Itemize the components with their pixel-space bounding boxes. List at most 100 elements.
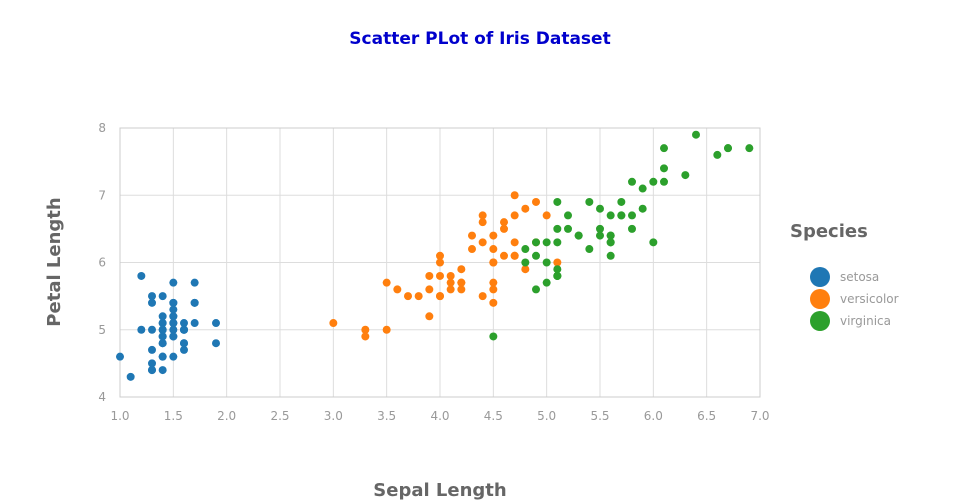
y-tick-label: 8 <box>98 121 106 135</box>
data-point-virginica <box>660 177 668 186</box>
data-point-setosa <box>158 366 167 375</box>
data-point-virginica <box>692 130 700 139</box>
data-point-versicolor <box>489 245 498 254</box>
chart-title: Scatter PLot of Iris Dataset <box>349 29 610 49</box>
y-axis-title: Petal Length <box>44 197 65 326</box>
data-point-virginica <box>628 211 636 220</box>
data-point-versicolor <box>446 271 455 280</box>
data-point-virginica <box>713 150 722 159</box>
data-point-setosa <box>158 325 167 334</box>
data-point-virginica <box>724 144 732 153</box>
data-point-versicolor <box>425 271 434 280</box>
data-point-versicolor <box>510 238 519 247</box>
data-point-virginica <box>596 224 604 233</box>
data-point-versicolor <box>489 231 498 240</box>
data-point-virginica <box>553 271 562 280</box>
data-point-virginica <box>585 197 594 206</box>
data-point-virginica <box>489 332 498 341</box>
data-point-versicolor <box>478 211 487 220</box>
data-point-versicolor <box>542 211 551 220</box>
data-point-setosa <box>137 325 146 334</box>
data-point-versicolor <box>414 292 423 301</box>
data-point-versicolor <box>393 285 402 294</box>
legend-label-setosa: setosa <box>840 270 879 284</box>
data-point-virginica <box>745 144 754 153</box>
data-point-versicolor <box>532 197 540 206</box>
data-point-setosa <box>158 292 167 301</box>
data-point-virginica <box>521 258 530 267</box>
data-point-virginica <box>660 144 668 153</box>
data-point-versicolor <box>436 251 444 260</box>
data-point-setosa <box>169 325 178 334</box>
legend-marker-versicolor <box>810 289 830 309</box>
data-point-setosa <box>137 271 146 280</box>
data-point-versicolor <box>468 231 476 240</box>
data-points <box>116 130 754 381</box>
data-point-setosa <box>180 319 188 328</box>
data-point-versicolor <box>500 218 508 227</box>
x-tick-label: 7.0 <box>750 409 769 423</box>
data-point-virginica <box>553 238 562 247</box>
data-point-setosa <box>212 319 220 328</box>
data-point-setosa <box>190 319 199 328</box>
x-axis-ticks: 1.0 1.5 2.0 2.5 3.0 3.5 4.0 4.5 5.0 5.5 6.0 6.5 7.0 <box>110 409 769 423</box>
legend-marker-setosa <box>810 267 830 287</box>
y-tick-label: 5 <box>98 323 106 337</box>
legend-label-versicolor: versicolor <box>840 292 899 306</box>
data-point-versicolor <box>457 285 466 294</box>
data-point-versicolor <box>436 271 444 280</box>
data-point-versicolor <box>489 278 498 287</box>
data-point-setosa <box>169 278 178 287</box>
data-point-versicolor <box>521 265 530 274</box>
data-point-virginica <box>617 211 626 220</box>
data-point-versicolor <box>510 191 519 200</box>
data-point-versicolor <box>500 224 508 233</box>
data-point-setosa <box>158 352 167 361</box>
data-point-setosa <box>148 366 156 375</box>
y-tick-label: 4 <box>98 390 106 404</box>
plot-border <box>119 127 761 398</box>
y-tick-label: 6 <box>98 256 106 270</box>
legend: setosa versicolor virginica <box>810 267 899 331</box>
data-point-virginica <box>542 238 551 247</box>
data-point-versicolor <box>382 325 391 334</box>
x-tick-label: 6.0 <box>644 409 663 423</box>
legend-label-virginica: virginica <box>840 314 891 328</box>
x-tick-label: 1.0 <box>110 409 129 423</box>
data-point-setosa <box>169 298 178 307</box>
data-point-virginica <box>596 231 604 240</box>
data-point-setosa <box>158 332 167 341</box>
data-point-versicolor <box>489 285 498 294</box>
data-point-virginica <box>532 251 540 260</box>
data-point-virginica <box>606 251 615 260</box>
x-tick-label: 1.5 <box>164 409 183 423</box>
data-point-setosa <box>180 345 188 354</box>
data-point-virginica <box>649 177 658 186</box>
data-point-versicolor <box>457 265 466 274</box>
data-point-versicolor <box>361 325 370 334</box>
x-tick-label: 2.5 <box>270 409 289 423</box>
data-point-virginica <box>660 164 668 173</box>
data-point-virginica <box>542 278 551 287</box>
data-point-virginica <box>564 211 572 220</box>
data-point-setosa <box>126 372 135 381</box>
data-point-virginica <box>638 204 647 213</box>
x-tick-label: 4.0 <box>430 409 449 423</box>
data-point-virginica <box>553 224 562 233</box>
data-point-versicolor <box>510 251 519 260</box>
data-point-versicolor <box>436 258 444 267</box>
data-point-setosa <box>169 332 178 341</box>
data-point-virginica <box>606 211 615 220</box>
data-point-setosa <box>148 345 156 354</box>
data-point-virginica <box>681 171 690 180</box>
data-point-setosa <box>158 319 167 328</box>
data-point-versicolor <box>329 319 338 328</box>
data-point-versicolor <box>500 251 508 260</box>
data-point-versicolor <box>553 258 562 267</box>
data-point-virginica <box>628 177 636 186</box>
data-point-versicolor <box>425 312 434 321</box>
data-point-virginica <box>574 231 583 240</box>
data-point-virginica <box>617 197 626 206</box>
data-point-virginica <box>596 204 604 213</box>
data-point-virginica <box>628 224 636 233</box>
